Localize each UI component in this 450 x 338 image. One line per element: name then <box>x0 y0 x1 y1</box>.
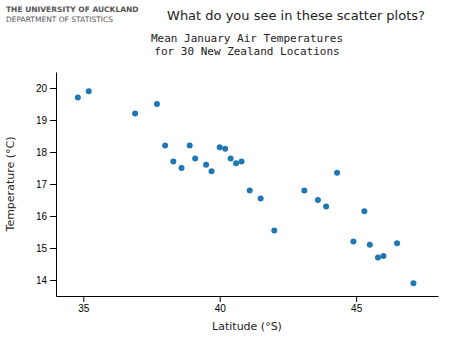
tick: 18 <box>36 147 56 158</box>
subtitle: What do you see in these scatter plots? <box>167 8 425 23</box>
tick-mark <box>220 296 221 302</box>
tick-mark <box>50 280 56 281</box>
y-axis-title: Temperature (°C) <box>4 137 17 233</box>
plot: 35 40 45 14 15 16 17 18 19 20 <box>36 73 439 315</box>
chart: THE UNIVERSITY OF AUCKLANDDEPARTMENT OF … <box>0 0 450 338</box>
tick: 19 <box>36 115 56 126</box>
axis-line <box>56 73 57 297</box>
point <box>375 255 381 261</box>
tick: 16 <box>36 211 56 222</box>
point <box>247 187 253 193</box>
tick-mark <box>356 296 357 302</box>
tick-mark <box>50 120 56 121</box>
tick-label: 16 <box>36 211 48 222</box>
tick-label: 35 <box>78 303 90 314</box>
annotation: DEPARTMENT OF STATISTICS <box>6 15 113 24</box>
annotation: THE UNIVERSITY OF AUCKLAND <box>6 5 139 14</box>
tick-label: 17 <box>36 179 48 190</box>
point <box>367 242 373 248</box>
point <box>380 253 386 259</box>
tick-label: 14 <box>36 275 48 286</box>
point <box>222 146 228 152</box>
point <box>271 227 277 233</box>
point <box>394 240 400 246</box>
tick: 40 <box>215 296 227 314</box>
tick-mark <box>50 152 56 153</box>
tick-label: 18 <box>36 147 48 158</box>
tick: 14 <box>36 275 56 286</box>
point <box>228 155 234 161</box>
tick-label: 45 <box>351 303 363 314</box>
tick-mark <box>50 184 56 185</box>
point <box>258 195 264 201</box>
point <box>203 162 209 168</box>
tick: 20 <box>36 83 56 94</box>
tick: 17 <box>36 179 56 190</box>
tick-mark <box>83 296 84 302</box>
point <box>154 101 160 107</box>
point <box>233 160 239 166</box>
tick: 45 <box>351 296 363 314</box>
tick-mark <box>50 88 56 89</box>
point <box>410 280 416 286</box>
point <box>239 159 245 165</box>
point <box>323 203 329 209</box>
point <box>162 143 168 149</box>
point <box>334 170 340 176</box>
tick: 15 <box>36 243 56 254</box>
tick-label: 19 <box>36 115 48 126</box>
point <box>75 95 81 101</box>
tick-mark <box>50 248 56 249</box>
point <box>192 155 198 161</box>
x-axis-title: Latitude (°S) <box>212 320 282 333</box>
points <box>75 88 417 286</box>
tick-label: 20 <box>36 83 48 94</box>
x-axis: 35 40 45 <box>57 296 439 314</box>
tick: 35 <box>78 296 90 314</box>
point <box>170 159 176 165</box>
point <box>209 168 215 174</box>
point <box>315 197 321 203</box>
axis-line <box>57 296 439 297</box>
point <box>86 88 92 94</box>
title: Mean January Air Temperaturesfor 30 New … <box>151 32 343 58</box>
y-axis: 14 15 16 17 18 19 20 <box>36 73 57 297</box>
tick-label: 15 <box>36 243 48 254</box>
point <box>217 144 223 150</box>
tick-label: 40 <box>215 303 227 314</box>
point <box>187 143 193 149</box>
point <box>132 111 138 117</box>
point <box>350 239 356 245</box>
tick-mark <box>50 216 56 217</box>
title-line: for 30 New Zealand Locations <box>154 45 339 58</box>
point <box>301 187 307 193</box>
point <box>179 165 185 171</box>
point <box>361 208 367 214</box>
title-line: Mean January Air Temperatures <box>151 32 343 45</box>
